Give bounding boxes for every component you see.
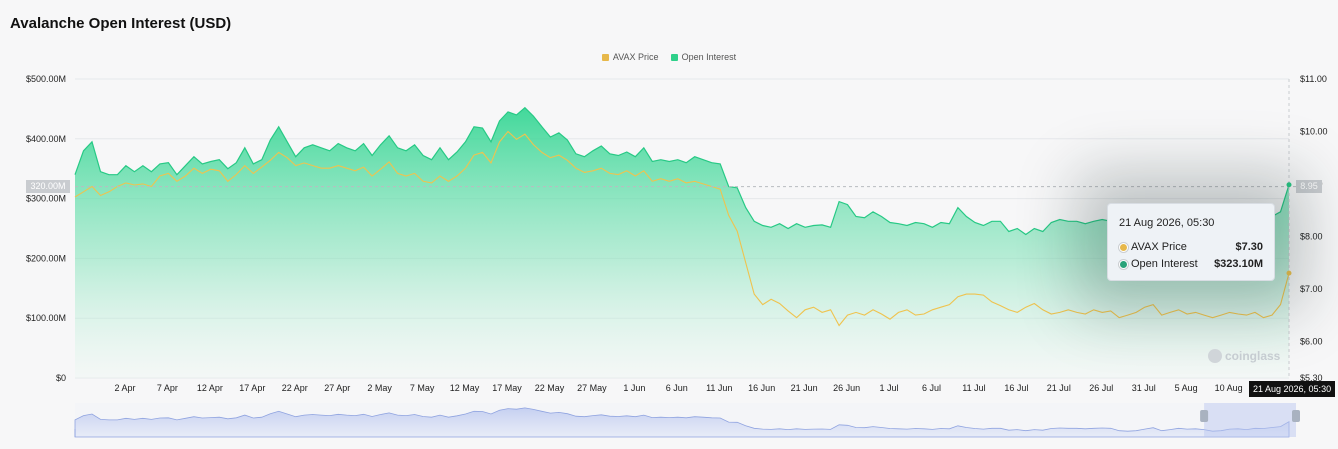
legend-item-avax-price[interactable]: AVAX Price (601, 52, 659, 62)
x-tick-label: 27 May (577, 383, 607, 393)
y-left-tick-label: $200.00M (26, 253, 66, 263)
x-tick-label: 1 Jul (880, 383, 899, 393)
x-tick-label: 6 Jul (922, 383, 941, 393)
x-tick-label: 1 Jun (623, 383, 645, 393)
series-line-layer (74, 79, 1296, 378)
x-tick-label: 6 Jun (666, 383, 688, 393)
y-right-tick-label: $5.30 (1300, 373, 1323, 383)
navigator-handle-right[interactable] (1292, 410, 1300, 422)
legend-label-avax-price: AVAX Price (612, 52, 659, 62)
x-tick-label: 26 Jul (1089, 383, 1113, 393)
crosshair-x-label: 21 Aug 2026, 05:30 (1249, 381, 1336, 397)
y-left-tick-label: $300.00M (26, 194, 66, 204)
y-right-tick-label: $7.00 (1300, 284, 1323, 294)
x-tick-label: 7 May (410, 383, 435, 393)
navigator-selection (1204, 403, 1296, 437)
tooltip-label-avax-price: AVAX Price (1131, 241, 1187, 253)
y-left-tick-label: $400.00M (26, 134, 66, 144)
navigator-series (74, 407, 1290, 438)
x-tick-label: 21 Jul (1047, 383, 1071, 393)
open-interest-hover-point (1286, 182, 1292, 188)
series-area-layer (75, 107, 1289, 378)
x-tick-label: 10 Aug (1215, 383, 1243, 393)
x-tick-label: 11 Jun (706, 383, 732, 393)
tooltip-value-open-interest: $323.10M (1214, 258, 1263, 270)
y-left-tick-label: $100.00M (26, 313, 66, 323)
x-tick-label: 26 Jun (833, 383, 860, 393)
x-tick-label: 12 May (450, 383, 480, 393)
y-right-tick-label: $6.00 (1300, 336, 1323, 346)
navigator-handle-left[interactable] (1200, 410, 1209, 422)
x-tick-label: 17 May (492, 383, 522, 393)
avax-price-hover-point (1286, 270, 1292, 276)
y-right-tick-label: $11.00 (1300, 74, 1327, 84)
tooltip-dot-avax-price (1119, 242, 1128, 252)
x-tick-label: 2 Apr (114, 383, 135, 393)
legend-swatch-open-interest (670, 53, 678, 61)
range-navigator[interactable] (74, 403, 1300, 438)
x-tick-label: 2 May (367, 383, 392, 393)
legend-item-open-interest[interactable]: Open Interest (670, 52, 737, 62)
x-tick-label: 5 Aug (1175, 383, 1198, 393)
x-tick-label: 27 Apr (324, 383, 350, 393)
x-tick-label: 16 Jun (748, 383, 775, 393)
axis-layer: $0 $100.00M $200.00M $300.00M $400.00M $500.0… (26, 74, 1328, 393)
x-tick-label: 17 Apr (239, 383, 265, 393)
tooltip-dot-open-interest (1119, 259, 1128, 269)
y-right-tick-label: $8.00 (1300, 231, 1323, 241)
crosshair-y-right-label: 8.95 (1296, 180, 1322, 193)
open-interest-line (74, 106, 1290, 239)
tooltip-date: 21 Aug 2026, 05:30 (1119, 217, 1215, 229)
watermark-text: coinglass (1225, 349, 1281, 363)
y-left-tick-label: $500.00M (26, 74, 66, 84)
x-tick-label: 11 Jul (962, 383, 985, 393)
x-tick-label: 7 Apr (157, 383, 178, 393)
avax-price-line (74, 130, 1290, 327)
chart-title: Avalanche Open Interest (USD) (10, 15, 232, 32)
y-right-tick-label: $10.00 (1300, 126, 1328, 136)
chart-tooltip: 21 Aug 2026, 05:30 AVAX Price $7.30 Open… (1107, 203, 1275, 281)
legend-swatch-avax-price (601, 53, 609, 61)
x-tick-label: 16 Jul (1004, 383, 1028, 393)
legend-label-open-interest: Open Interest (681, 52, 737, 62)
open-interest-area (75, 107, 1289, 378)
coinglass-logo-icon (1208, 349, 1222, 363)
y-left-tick-label: $0 (56, 373, 66, 383)
x-tick-label: 31 Jul (1132, 383, 1156, 393)
tooltip-row-avax-price: AVAX Price $7.30 (1119, 241, 1263, 253)
tooltip-row-open-interest: Open Interest $323.10M (1119, 258, 1263, 270)
x-tick-label: 21 Jun (791, 383, 818, 393)
tooltip-value-avax-price: $7.30 (1235, 241, 1263, 253)
tooltip-label-open-interest: Open Interest (1131, 258, 1198, 270)
crosshair-y-left-label: 320.00M (26, 180, 70, 193)
x-tick-label: 22 May (535, 383, 565, 393)
x-tick-label: 12 Apr (197, 383, 223, 393)
coinglass-watermark: coinglass (1208, 349, 1280, 363)
x-tick-label: 22 Apr (282, 383, 308, 393)
chart-legend: AVAX Price Open Interest (0, 52, 1338, 62)
